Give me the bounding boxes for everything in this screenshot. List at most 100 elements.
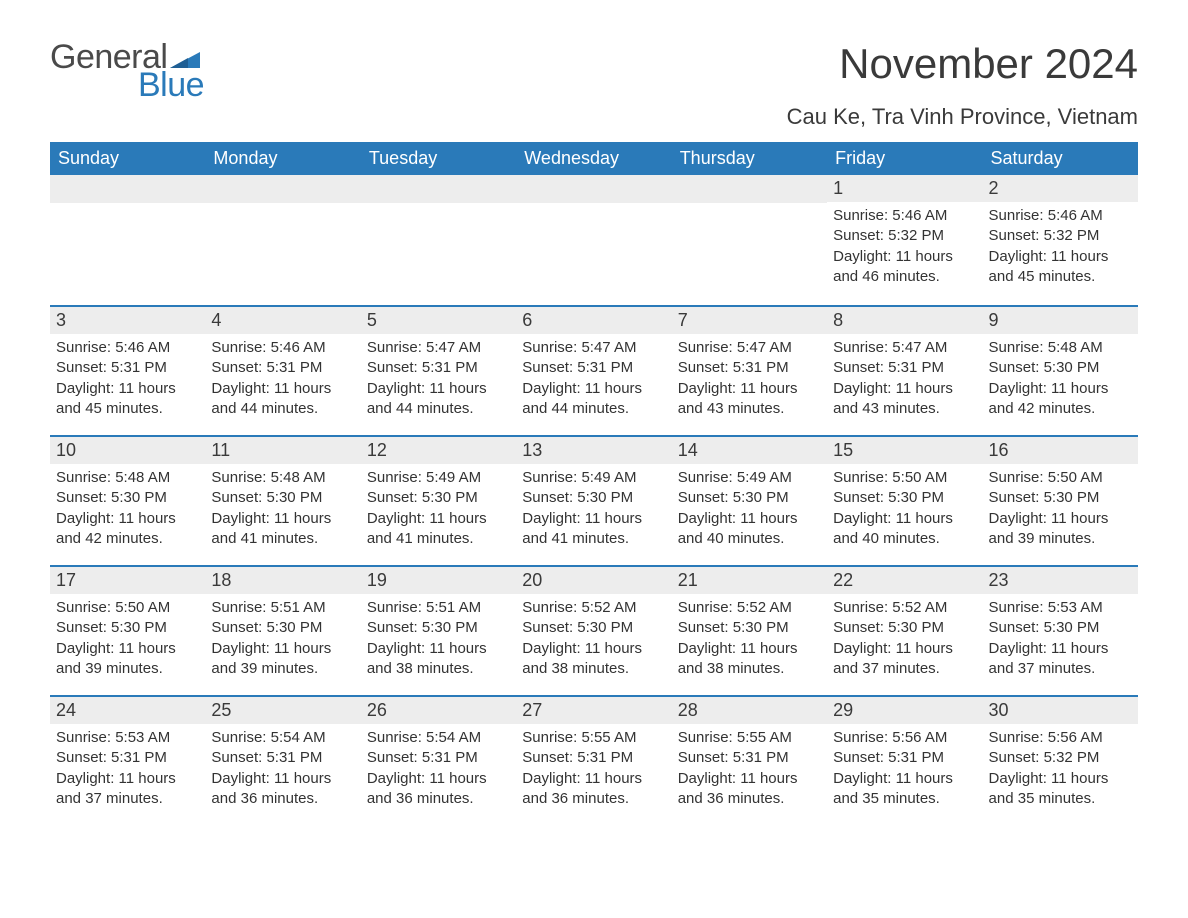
day-info: Sunrise: 5:52 AMSunset: 5:30 PMDaylight:…	[678, 598, 821, 679]
day-number-bar: 8	[827, 305, 982, 334]
calendar-day-cell	[516, 175, 671, 305]
sunset-line: Sunset: 5:31 PM	[211, 748, 354, 768]
day-number-bar-empty	[50, 175, 205, 203]
sunrise-line: Sunrise: 5:53 AM	[56, 728, 199, 748]
sunset-line: Sunset: 5:31 PM	[678, 358, 821, 378]
calendar-day-cell: 16Sunrise: 5:50 AMSunset: 5:30 PMDayligh…	[983, 435, 1138, 565]
daylight-line: Daylight: 11 hours and 41 minutes.	[367, 509, 510, 550]
day-number-bar: 29	[827, 695, 982, 724]
day-info: Sunrise: 5:46 AMSunset: 5:31 PMDaylight:…	[56, 338, 199, 419]
day-number-bar-empty	[205, 175, 360, 203]
sunset-line: Sunset: 5:30 PM	[522, 488, 665, 508]
sunrise-line: Sunrise: 5:56 AM	[989, 728, 1132, 748]
daylight-line: Daylight: 11 hours and 37 minutes.	[989, 639, 1132, 680]
sunset-line: Sunset: 5:30 PM	[989, 618, 1132, 638]
daylight-line: Daylight: 11 hours and 40 minutes.	[678, 509, 821, 550]
daylight-line: Daylight: 11 hours and 38 minutes.	[522, 639, 665, 680]
day-info: Sunrise: 5:52 AMSunset: 5:30 PMDaylight:…	[522, 598, 665, 679]
day-info: Sunrise: 5:53 AMSunset: 5:31 PMDaylight:…	[56, 728, 199, 809]
sunrise-line: Sunrise: 5:47 AM	[367, 338, 510, 358]
day-number-bar: 13	[516, 435, 671, 464]
daylight-line: Daylight: 11 hours and 38 minutes.	[367, 639, 510, 680]
day-number-bar-empty	[361, 175, 516, 203]
day-info: Sunrise: 5:51 AMSunset: 5:30 PMDaylight:…	[211, 598, 354, 679]
sunrise-line: Sunrise: 5:49 AM	[678, 468, 821, 488]
day-info: Sunrise: 5:56 AMSunset: 5:31 PMDaylight:…	[833, 728, 976, 809]
calendar-day-cell	[672, 175, 827, 305]
sunrise-line: Sunrise: 5:51 AM	[367, 598, 510, 618]
sunrise-line: Sunrise: 5:55 AM	[522, 728, 665, 748]
sunset-line: Sunset: 5:31 PM	[833, 748, 976, 768]
sunrise-line: Sunrise: 5:50 AM	[833, 468, 976, 488]
calendar-week: 17Sunrise: 5:50 AMSunset: 5:30 PMDayligh…	[50, 565, 1138, 695]
calendar: SundayMondayTuesdayWednesdayThursdayFrid…	[50, 142, 1138, 825]
daylight-line: Daylight: 11 hours and 35 minutes.	[989, 769, 1132, 810]
day-number-bar-empty	[672, 175, 827, 203]
month-title: November 2024	[787, 40, 1138, 88]
sunrise-line: Sunrise: 5:50 AM	[56, 598, 199, 618]
sunset-line: Sunset: 5:30 PM	[56, 488, 199, 508]
sunset-line: Sunset: 5:30 PM	[367, 488, 510, 508]
sunrise-line: Sunrise: 5:46 AM	[56, 338, 199, 358]
daylight-line: Daylight: 11 hours and 36 minutes.	[522, 769, 665, 810]
day-number-bar: 12	[361, 435, 516, 464]
sunset-line: Sunset: 5:30 PM	[833, 618, 976, 638]
day-number-bar: 18	[205, 565, 360, 594]
daylight-line: Daylight: 11 hours and 44 minutes.	[522, 379, 665, 420]
day-number-bar: 10	[50, 435, 205, 464]
title-block: November 2024 Cau Ke, Tra Vinh Province,…	[787, 40, 1138, 130]
day-number-bar: 6	[516, 305, 671, 334]
sunrise-line: Sunrise: 5:55 AM	[678, 728, 821, 748]
sunset-line: Sunset: 5:31 PM	[56, 358, 199, 378]
sunrise-line: Sunrise: 5:46 AM	[833, 206, 976, 226]
day-info: Sunrise: 5:48 AMSunset: 5:30 PMDaylight:…	[989, 338, 1132, 419]
calendar-day-cell: 3Sunrise: 5:46 AMSunset: 5:31 PMDaylight…	[50, 305, 205, 435]
day-number-bar: 9	[983, 305, 1138, 334]
day-info: Sunrise: 5:50 AMSunset: 5:30 PMDaylight:…	[833, 468, 976, 549]
day-number-bar: 7	[672, 305, 827, 334]
sunset-line: Sunset: 5:30 PM	[522, 618, 665, 638]
calendar-day-cell: 21 Sunrise: 5:52 AMSunset: 5:30 PMDayligh…	[672, 565, 827, 695]
calendar-day-cell: 28Sunrise: 5:55 AMSunset: 5:31 PMDayligh…	[672, 695, 827, 825]
day-number-bar: 26	[361, 695, 516, 724]
daylight-line: Daylight: 11 hours and 45 minutes.	[56, 379, 199, 420]
sunset-line: Sunset: 5:31 PM	[522, 358, 665, 378]
daylight-line: Daylight: 11 hours and 45 minutes.	[989, 247, 1132, 288]
sunrise-line: Sunrise: 5:52 AM	[833, 598, 976, 618]
calendar-day-cell: 19Sunrise: 5:51 AMSunset: 5:30 PMDayligh…	[361, 565, 516, 695]
sunset-line: Sunset: 5:31 PM	[833, 358, 976, 378]
day-number-bar: 4	[205, 305, 360, 334]
sunrise-line: Sunrise: 5:48 AM	[211, 468, 354, 488]
sunset-line: Sunset: 5:31 PM	[522, 748, 665, 768]
day-number-bar: 2	[983, 175, 1138, 202]
day-info: Sunrise: 5:46 AMSunset: 5:32 PMDaylight:…	[989, 206, 1132, 287]
day-number-bar: 27	[516, 695, 671, 724]
calendar-day-cell: 23Sunrise: 5:53 AMSunset: 5:30 PMDayligh…	[983, 565, 1138, 695]
day-number-bar: 21	[672, 565, 827, 594]
day-number-bar: 19	[361, 565, 516, 594]
sunrise-line: Sunrise: 5:51 AM	[211, 598, 354, 618]
sunrise-line: Sunrise: 5:46 AM	[989, 206, 1132, 226]
day-info: Sunrise: 5:50 AMSunset: 5:30 PMDaylight:…	[56, 598, 199, 679]
calendar-day-cell	[205, 175, 360, 305]
calendar-day-cell: 17Sunrise: 5:50 AMSunset: 5:30 PMDayligh…	[50, 565, 205, 695]
day-number-bar: 5	[361, 305, 516, 334]
day-number-bar: 20	[516, 565, 671, 594]
sunset-line: Sunset: 5:31 PM	[678, 748, 821, 768]
day-info: Sunrise: 5:46 AMSunset: 5:32 PMDaylight:…	[833, 206, 976, 287]
calendar-day-cell: 20 Sunrise: 5:52 AMSunset: 5:30 PMDayligh…	[516, 565, 671, 695]
calendar-day-cell: 14Sunrise: 5:49 AMSunset: 5:30 PMDayligh…	[672, 435, 827, 565]
weekday-header: Wednesday	[516, 142, 671, 175]
sunset-line: Sunset: 5:32 PM	[989, 748, 1132, 768]
sunrise-line: Sunrise: 5:56 AM	[833, 728, 976, 748]
day-info: Sunrise: 5:49 AMSunset: 5:30 PMDaylight:…	[367, 468, 510, 549]
location-text: Cau Ke, Tra Vinh Province, Vietnam	[787, 104, 1138, 130]
calendar-day-cell: 18 Sunrise: 5:51 AMSunset: 5:30 PMDayligh…	[205, 565, 360, 695]
day-number-bar: 28	[672, 695, 827, 724]
calendar-week: 1Sunrise: 5:46 AMSunset: 5:32 PMDaylight…	[50, 175, 1138, 305]
calendar-day-cell: 11Sunrise: 5:48 AMSunset: 5:30 PMDayligh…	[205, 435, 360, 565]
day-number-bar: 14	[672, 435, 827, 464]
day-info: Sunrise: 5:48 AMSunset: 5:30 PMDaylight:…	[211, 468, 354, 549]
sunrise-line: Sunrise: 5:54 AM	[211, 728, 354, 748]
calendar-day-cell: 4Sunrise: 5:46 AMSunset: 5:31 PMDaylight…	[205, 305, 360, 435]
